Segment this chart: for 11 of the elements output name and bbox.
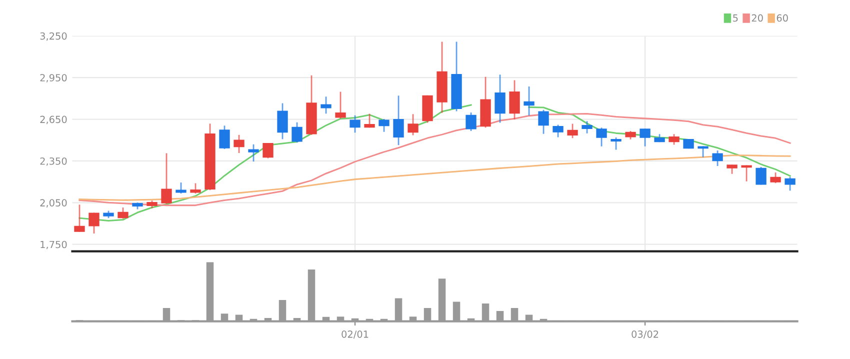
y-tick-label: 1,750 (40, 240, 67, 250)
x-tick-label: 02/01 (342, 330, 368, 339)
legend-label: 5 (733, 14, 738, 22)
legend-label: 60 (776, 14, 788, 22)
y-tick-label: 2,950 (40, 74, 67, 82)
y-tick-label: 2,650 (40, 116, 67, 124)
y-tick-label: 3,250 (40, 32, 67, 41)
x-tick-label: 03/02 (632, 330, 658, 339)
y-tick-label: 2,350 (40, 157, 67, 166)
legend-label: 20 (752, 14, 763, 22)
y-tick-label: 2,050 (40, 199, 67, 208)
